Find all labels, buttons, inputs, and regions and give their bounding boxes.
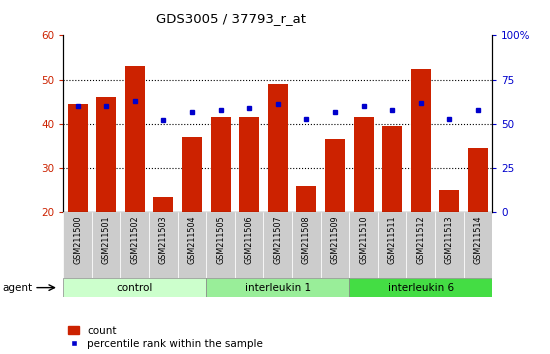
Bar [411, 69, 431, 212]
Bar [378, 212, 406, 278]
Bar [268, 84, 288, 212]
Bar [354, 117, 373, 212]
Bar [63, 278, 206, 297]
Bar [435, 212, 464, 278]
Bar [439, 190, 459, 212]
Bar [468, 148, 488, 212]
Text: GSM211513: GSM211513 [445, 216, 454, 264]
Bar [182, 137, 202, 212]
Text: GSM211506: GSM211506 [245, 216, 254, 264]
Bar [211, 117, 230, 212]
Bar [92, 212, 120, 278]
Bar [296, 186, 316, 212]
Bar [153, 197, 173, 212]
Bar [239, 117, 259, 212]
Bar [325, 139, 345, 212]
Bar [464, 212, 492, 278]
Text: GSM211502: GSM211502 [130, 216, 139, 264]
Text: GSM211511: GSM211511 [388, 216, 397, 264]
Bar [321, 212, 349, 278]
Legend: count, percentile rank within the sample: count, percentile rank within the sample [68, 326, 263, 349]
Bar [206, 278, 349, 297]
Text: interleukin 1: interleukin 1 [245, 282, 311, 293]
Text: control: control [117, 282, 153, 293]
Bar [63, 212, 92, 278]
Text: GSM211505: GSM211505 [216, 216, 225, 264]
Text: GSM211509: GSM211509 [331, 216, 339, 264]
Text: GSM211500: GSM211500 [73, 216, 82, 264]
Bar [235, 212, 263, 278]
Bar [263, 212, 292, 278]
Text: interleukin 6: interleukin 6 [388, 282, 454, 293]
Text: GSM211503: GSM211503 [159, 216, 168, 264]
Text: GDS3005 / 37793_r_at: GDS3005 / 37793_r_at [156, 12, 306, 25]
Text: GSM211504: GSM211504 [188, 216, 196, 264]
Text: GSM211507: GSM211507 [273, 216, 282, 264]
Bar [178, 212, 206, 278]
Bar [96, 97, 116, 212]
Bar [68, 104, 87, 212]
Bar [292, 212, 321, 278]
Bar [149, 212, 178, 278]
Text: agent: agent [3, 282, 33, 293]
Text: GSM211508: GSM211508 [302, 216, 311, 264]
Bar [349, 278, 492, 297]
Text: GSM211514: GSM211514 [474, 216, 482, 264]
Bar [349, 212, 378, 278]
Bar [382, 126, 402, 212]
Text: GSM211501: GSM211501 [102, 216, 111, 264]
Bar [406, 212, 435, 278]
Bar [206, 212, 235, 278]
Bar [120, 212, 149, 278]
Bar [125, 67, 145, 212]
Text: GSM211510: GSM211510 [359, 216, 368, 264]
Text: GSM211512: GSM211512 [416, 216, 425, 264]
